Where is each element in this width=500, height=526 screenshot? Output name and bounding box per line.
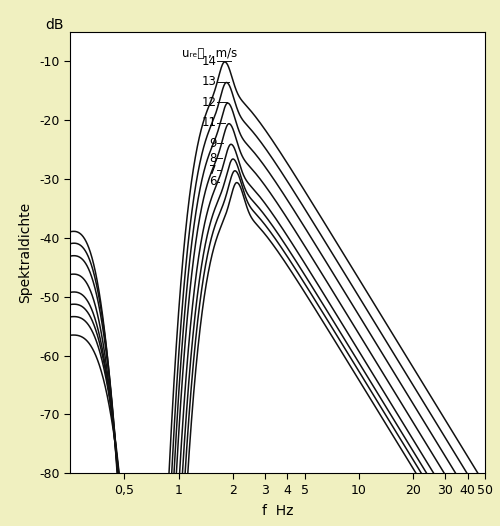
Text: 8: 8 [209,151,216,165]
Text: 7: 7 [209,164,216,177]
Y-axis label: Spektraldichte: Spektraldichte [18,202,32,303]
X-axis label: f  Hz: f Hz [262,504,293,518]
Text: 9: 9 [209,137,216,150]
Text: uᵣₑ⁦ , m/s: uᵣₑ⁦ , m/s [182,47,238,60]
Text: dB: dB [45,18,64,33]
Text: 11: 11 [202,116,216,129]
Text: 13: 13 [202,75,216,88]
Text: 6: 6 [209,175,216,188]
Text: 12: 12 [202,96,216,109]
Text: 14: 14 [202,55,216,67]
